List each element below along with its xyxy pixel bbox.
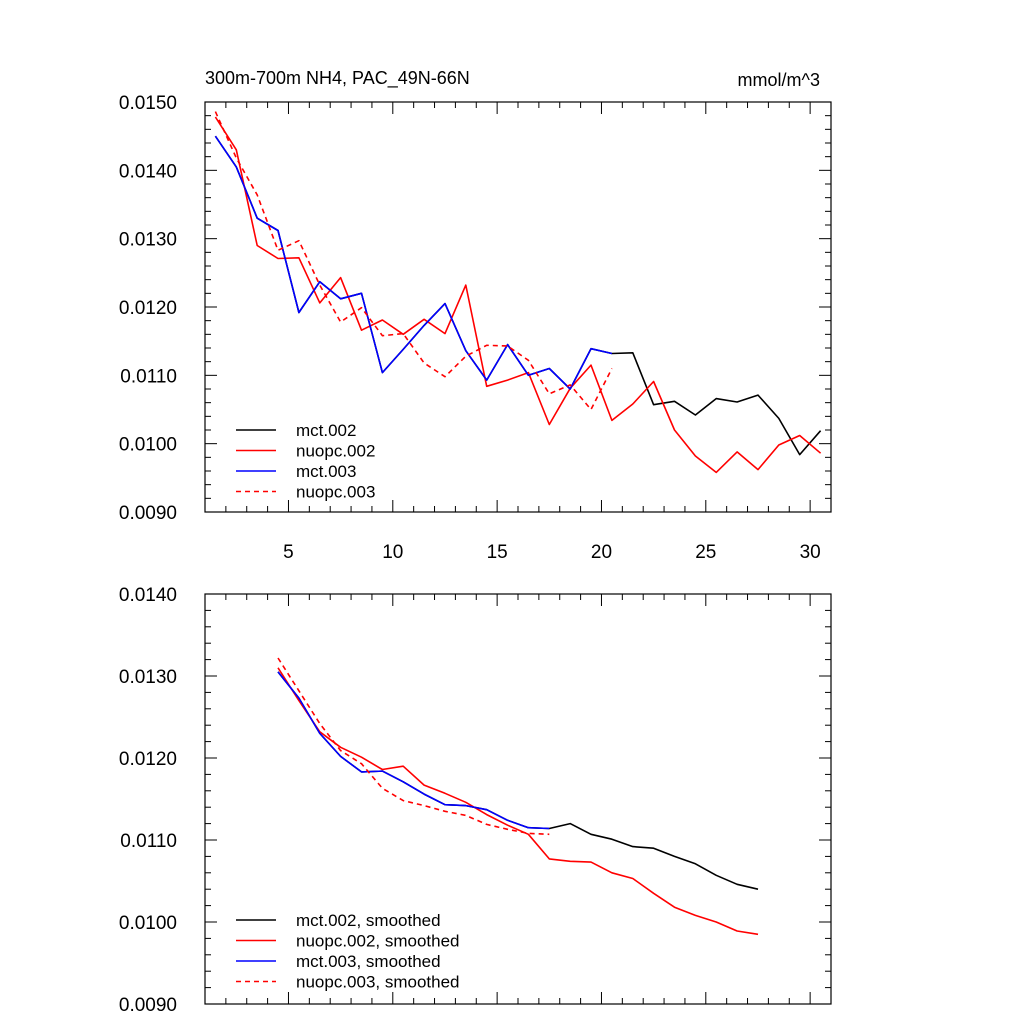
y-tick-label: 0.0130 bbox=[119, 230, 177, 251]
y-tick-label: 0.0120 bbox=[119, 749, 177, 770]
legend-label: mct.002, smoothed bbox=[296, 911, 441, 930]
legend-label: nuopc.002, smoothed bbox=[296, 932, 460, 951]
y-tick-label: 0.0090 bbox=[119, 995, 177, 1016]
series-line bbox=[277, 671, 759, 890]
x-tick-label: 25 bbox=[695, 542, 716, 563]
y-tick-label: 0.0100 bbox=[119, 913, 177, 934]
y-tick-label: 0.0090 bbox=[119, 503, 177, 524]
legend: mct.002, smoothed nuopc.002, smoothedmct.… bbox=[236, 911, 460, 992]
chart-units: mmol/m^3 bbox=[738, 70, 820, 90]
x-tick-label: 10 bbox=[382, 542, 403, 563]
series-line bbox=[214, 116, 822, 474]
series-line bbox=[214, 135, 613, 390]
x-tick-label: 30 bbox=[800, 542, 821, 563]
y-tick-label: 0.0150 bbox=[119, 93, 177, 114]
legend-label: nuopc.003, smoothed bbox=[296, 973, 460, 992]
x-tick-label: 15 bbox=[487, 542, 508, 563]
top-line-chart: 300m-700m NH4, PAC_49N-66N mmol/m^3 5 10 1… bbox=[119, 68, 832, 563]
y-tick-label: 0.0140 bbox=[119, 161, 177, 182]
legend-label: mct.003 bbox=[296, 462, 356, 481]
legend-label: nuopc.002 bbox=[296, 442, 375, 461]
series-line bbox=[277, 667, 759, 936]
x-tick-label: 20 bbox=[591, 542, 612, 563]
x-tick-label: 5 bbox=[283, 542, 294, 563]
chart-title: 300m-700m NH4, PAC_49N-66N bbox=[205, 68, 470, 89]
series-line bbox=[277, 657, 550, 836]
y-tick-label: 0.0110 bbox=[120, 831, 177, 852]
y-tick-label: 0.0140 bbox=[119, 585, 177, 606]
legend-label: mct.003, smoothed bbox=[296, 952, 441, 971]
y-tick-label: 0.0130 bbox=[119, 667, 177, 688]
legend-label: nuopc.003 bbox=[296, 483, 375, 502]
y-tick-label: 0.0120 bbox=[119, 298, 177, 319]
series-line bbox=[214, 111, 613, 411]
y-tick-label: 0.0100 bbox=[119, 435, 177, 456]
legend-label: mct.002 bbox=[296, 421, 356, 440]
series-line bbox=[214, 135, 822, 456]
series-line bbox=[277, 671, 550, 830]
bottom-line-chart: 0.0090 0.0100 0.0110 0.0120 0.0130 0.0140 mct.… bbox=[119, 585, 832, 1016]
y-tick-label: 0.0110 bbox=[120, 366, 177, 387]
